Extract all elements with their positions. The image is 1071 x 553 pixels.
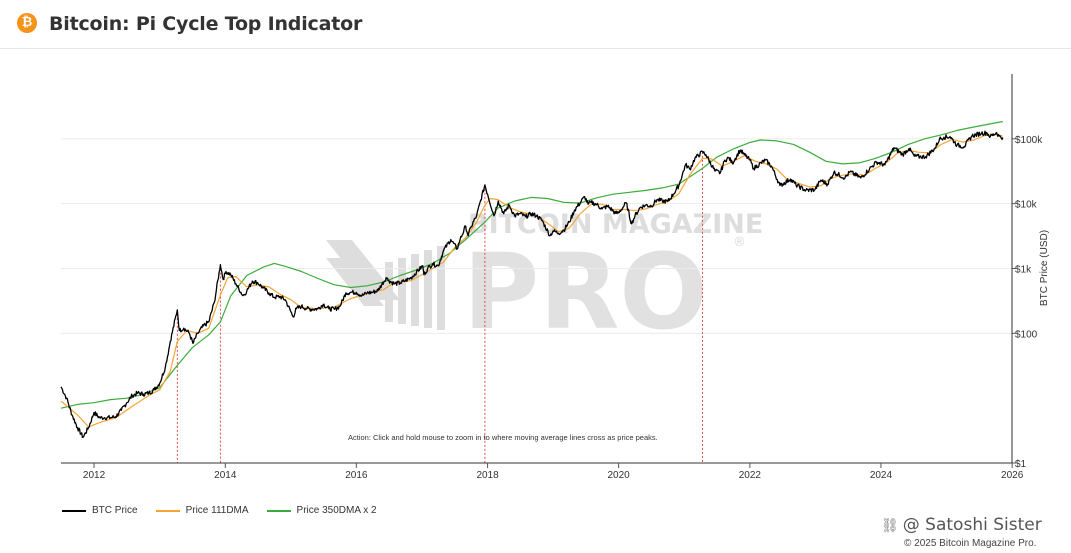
y-tick-label: $1 xyxy=(1015,459,1027,470)
y-tick-label: $10k xyxy=(1015,200,1038,211)
copyright: © 2025 Bitcoin Magazine Pro. xyxy=(904,538,1037,549)
legend-label: Price 350DMA x 2 xyxy=(296,505,377,516)
series-line-price-350dma-x-2[interactable] xyxy=(60,120,1003,409)
watermark-logo-icon xyxy=(326,240,445,330)
legend-item-btc-price[interactable]: BTC Price xyxy=(62,505,138,516)
credit-text: @ Satoshi Sister xyxy=(902,515,1042,535)
x-tick-label: 2012 xyxy=(83,470,106,481)
legend-item-111dma[interactable]: Price 111DMA xyxy=(155,505,249,516)
page-title: Bitcoin: Pi Cycle Top Indicator xyxy=(49,13,363,35)
legend-swatch xyxy=(155,509,180,512)
chain-icon: ⛓ xyxy=(881,518,899,534)
x-tick-label: 2026 xyxy=(1001,470,1024,481)
watermark: BITCOIN MAGAZINE PRO ® xyxy=(326,209,763,353)
y-axis-label: BTC Price (USD) xyxy=(1039,230,1050,306)
series-layer xyxy=(60,120,1004,439)
legend-label: BTC Price xyxy=(92,505,138,516)
legend-swatch xyxy=(62,509,86,512)
legend-item-350dma-x2[interactable]: Price 350DMA x 2 xyxy=(266,505,377,516)
chart-header: ₿ Bitcoin: Pi Cycle Top Indicator xyxy=(0,0,1071,49)
y-tick-label: $100 xyxy=(1015,329,1038,340)
y-tick-label: $1k xyxy=(1015,265,1032,276)
series-line-btc-price[interactable] xyxy=(60,130,1004,439)
x-tick-label: 2018 xyxy=(476,470,499,481)
legend-swatch xyxy=(266,509,291,512)
legend-label: Price 111DMA xyxy=(185,505,249,516)
pi-cycle-chart[interactable]: BITCOIN MAGAZINE PRO ® $1 $100 $1k $10k $100… xyxy=(0,49,1071,494)
cross-markers xyxy=(176,151,703,463)
chart-annotation: Action: Click and hold mouse to zoom in … xyxy=(348,433,658,442)
watermark-registered-mark: ® xyxy=(733,235,746,250)
x-tick-label: 2016 xyxy=(345,470,368,481)
y-tick-label: $100k xyxy=(1015,135,1043,146)
legend: BTC Price Price 111DMA Price 350DMA x 2 xyxy=(62,505,377,516)
x-tick-label: 2020 xyxy=(608,470,631,481)
watermark-line2: PRO xyxy=(463,231,708,353)
bitcoin-icon: ₿ xyxy=(17,13,37,33)
axes: $1 $100 $1k $10k $100k 2012 2014 2016 2018 2020 20… xyxy=(61,74,1043,481)
credit-watermark: ⛓ @ Satoshi Sister xyxy=(881,515,1042,535)
x-tick-label: 2014 xyxy=(214,470,237,481)
x-tick-label: 2024 xyxy=(870,470,893,481)
x-tick-label: 2022 xyxy=(739,470,762,481)
